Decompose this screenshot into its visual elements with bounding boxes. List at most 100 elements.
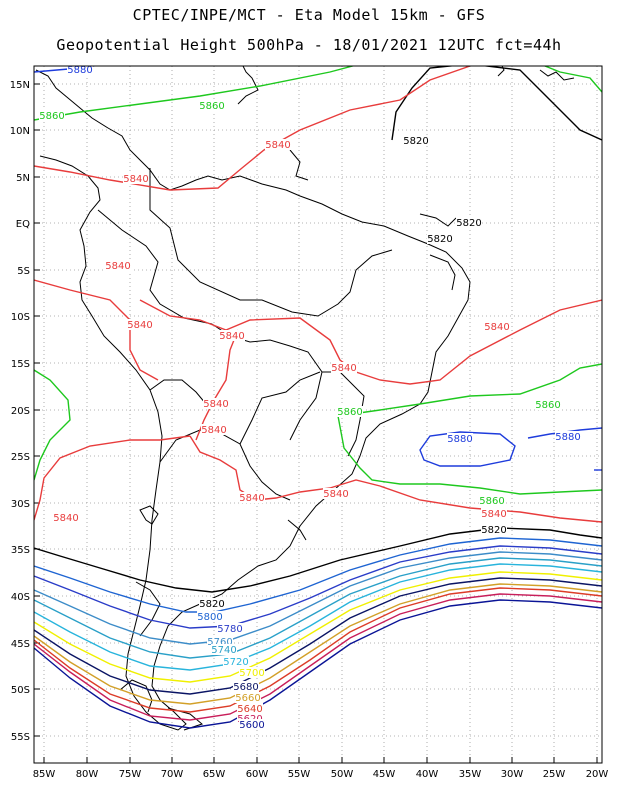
contour-label: 5740 bbox=[211, 645, 236, 656]
land-outline bbox=[135, 581, 161, 637]
contour-label: 5860 bbox=[39, 111, 64, 122]
plot-frame bbox=[33, 65, 603, 764]
contour-label-bg bbox=[239, 667, 265, 678]
contour-label-bg bbox=[219, 330, 245, 341]
land-outline bbox=[289, 149, 309, 181]
contour-label: 5840 bbox=[105, 261, 130, 272]
land-outline bbox=[119, 679, 153, 713]
contour-label-bg bbox=[211, 644, 237, 655]
contour-label-bg bbox=[535, 399, 561, 410]
contour-label-bg bbox=[481, 508, 507, 519]
contour-line bbox=[391, 66, 602, 141]
axis-labels: 15N 10N 5N EQ 5S 10S 15S 20S 25S 30S 35S 40S 45S 50S 5… bbox=[10, 80, 609, 780]
map-title: CPTEC/INPE/MCT - Eta Model 15km - GFS bbox=[132, 6, 486, 24]
contour-label: 5880 bbox=[447, 434, 472, 445]
contour-label: 5840 bbox=[481, 509, 506, 520]
contour-label-bg bbox=[39, 110, 65, 121]
contour-label: 5840 bbox=[331, 363, 356, 374]
lat-tick-label: 20S bbox=[11, 406, 30, 417]
contour-line bbox=[34, 545, 602, 629]
lon-tick-label: 75W bbox=[119, 769, 142, 780]
lon-tick-label: 50W bbox=[331, 769, 354, 780]
contour-label-bg bbox=[427, 233, 453, 244]
land-outline bbox=[159, 429, 291, 501]
contour-line bbox=[34, 557, 602, 659]
contour-line bbox=[34, 577, 602, 695]
lat-tick-label: 45S bbox=[11, 639, 30, 650]
contour-line bbox=[34, 571, 602, 683]
land-outline bbox=[419, 213, 457, 227]
contour-label: 5820 bbox=[456, 218, 481, 229]
contour-line bbox=[34, 527, 602, 593]
contour-label-bg bbox=[337, 406, 363, 417]
lat-tick-label: EQ bbox=[16, 219, 30, 230]
map-subtitle: Geopotential Height 500hPa - 18/01/2021 … bbox=[56, 36, 562, 54]
contour-label-bg bbox=[456, 217, 482, 228]
lon-tick-label: 85W bbox=[33, 769, 56, 780]
contour-label: 5780 bbox=[217, 624, 242, 635]
contour-label-bg bbox=[67, 66, 93, 75]
lat-tick-label: 5N bbox=[16, 173, 30, 184]
lat-tick-label: 5S bbox=[17, 266, 30, 277]
contour-label: 5840 bbox=[265, 140, 290, 151]
land-outline bbox=[97, 209, 213, 325]
lon-tick-label: 30W bbox=[501, 769, 524, 780]
lat-tick-label: 30S bbox=[11, 499, 30, 510]
contour-label: 5860 bbox=[337, 407, 362, 418]
contour-label: 5860 bbox=[479, 496, 504, 507]
contour-line bbox=[34, 587, 602, 713]
lat-tick-label: 35S bbox=[11, 545, 30, 556]
contour-label-bg bbox=[484, 321, 510, 332]
lon-tick-label: 40W bbox=[416, 769, 439, 780]
contour-label: 5820 bbox=[403, 136, 428, 147]
lat-tick-label: 15N bbox=[10, 80, 30, 91]
contour-label-bg bbox=[199, 598, 225, 609]
land-outline bbox=[35, 69, 471, 731]
contour-label-bg bbox=[239, 492, 265, 503]
lat-tick-label: 10S bbox=[11, 312, 30, 323]
land-outline bbox=[539, 69, 575, 81]
contour-label: 5700 bbox=[239, 668, 264, 679]
contour-label: 5800 bbox=[197, 612, 222, 623]
contour-label-bg bbox=[233, 681, 259, 692]
contour-label-bg bbox=[53, 512, 79, 523]
contour-label-bg bbox=[127, 319, 153, 330]
lon-tick-label: 80W bbox=[76, 769, 99, 780]
contour-line bbox=[419, 431, 516, 467]
contour-label: 5820 bbox=[427, 234, 452, 245]
contour-label-bg bbox=[237, 713, 263, 724]
contour-line bbox=[34, 435, 191, 521]
contour-label-bg bbox=[201, 424, 227, 435]
contour-label-bg bbox=[123, 173, 149, 184]
contour-line bbox=[139, 299, 602, 385]
contour-label: 5820 bbox=[481, 525, 506, 536]
contour-label-bg bbox=[239, 719, 265, 730]
contour-labels: 5880 5860 5860 5820 5840 5840 5820 5820 5840 5840… bbox=[39, 65, 581, 731]
contour-line bbox=[337, 415, 602, 495]
contour-label: 5840 bbox=[239, 493, 264, 504]
land-outline bbox=[497, 66, 505, 77]
contour-label-bg bbox=[223, 656, 249, 667]
lon-tick-label: 70W bbox=[161, 769, 184, 780]
contour-label: 5760 bbox=[207, 637, 232, 648]
lat-lon-grid bbox=[34, 66, 602, 763]
land-outline bbox=[139, 505, 159, 525]
land-outline bbox=[287, 519, 307, 541]
contour-label-bg bbox=[323, 488, 349, 499]
contour-label: 5880 bbox=[67, 65, 92, 76]
contour-label: 5840 bbox=[323, 489, 348, 500]
contour-line bbox=[189, 435, 602, 523]
lon-tick-label: 35W bbox=[459, 769, 482, 780]
lon-tick-label: 25W bbox=[543, 769, 566, 780]
contour-label-bg bbox=[265, 139, 291, 150]
contour-label: 5840 bbox=[219, 331, 244, 342]
contour-label: 5840 bbox=[203, 399, 228, 410]
land-outline bbox=[239, 371, 321, 445]
contour-line bbox=[34, 593, 602, 721]
contour-label: 5600 bbox=[239, 720, 264, 731]
lon-tick-label: 55W bbox=[288, 769, 311, 780]
contour-label: 5660 bbox=[235, 693, 260, 704]
contour-label-bg bbox=[479, 495, 505, 506]
coastlines-and-borders bbox=[35, 66, 575, 731]
